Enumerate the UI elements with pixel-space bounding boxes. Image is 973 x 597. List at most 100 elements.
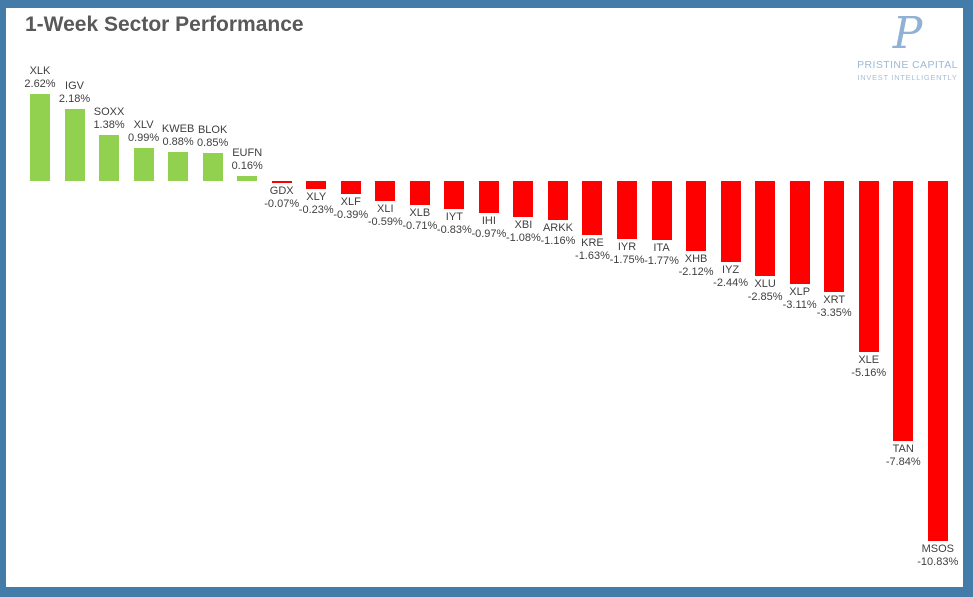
bar-value: 0.16% [231, 159, 263, 172]
chart-bar-xbi [513, 181, 534, 217]
bar-value: -1.63% [575, 250, 610, 263]
bar-ticker: XLU [754, 277, 776, 290]
bar-ticker: TAN [892, 443, 914, 456]
bar-ticker: XLV [133, 119, 154, 132]
chart-bar-ita [651, 181, 672, 240]
bar-value: 0.99% [127, 132, 160, 145]
bar-label-xhb: XHB -2.12% [661, 253, 731, 279]
chart-bar-tan [893, 181, 914, 442]
bar-ticker: XLE [858, 354, 880, 367]
chart-bar-iyz [720, 181, 741, 262]
bar-label-soxx: SOXX 1.38% [74, 106, 144, 132]
chart-bar-xlb [409, 181, 430, 205]
bar-label-gdx: GDX -0.07% [247, 185, 317, 211]
bar-value: 2.18% [58, 92, 91, 105]
bar-value: -2.85% [747, 290, 783, 303]
bar-label-iyr: IYR -1.75% [592, 241, 662, 267]
bar-value: -0.23% [298, 203, 334, 216]
bar-value: -3.35% [816, 307, 852, 320]
bar-label-tan: TAN -7.84% [868, 443, 938, 469]
bar-ticker: XBI [514, 218, 533, 231]
chart-bar-blok [202, 152, 223, 181]
bar-value: -1.77% [644, 254, 679, 267]
bar-label-xlv: XLV 0.99% [109, 119, 179, 145]
chart-canvas [6, 8, 963, 587]
chart-bar-xli [375, 181, 396, 201]
chart-bar-xlk [30, 94, 50, 181]
bar-label-xlp: XLP -3.11% [765, 286, 835, 312]
bar-ticker: XLP [789, 286, 811, 299]
chart-bar-kweb [168, 151, 189, 181]
chart-bar-xlv [133, 148, 154, 181]
bar-value: -10.83% [917, 555, 959, 568]
bar-ticker: BLOK [197, 123, 228, 136]
bar-value: -2.12% [678, 266, 714, 279]
chart-bar-xrt [824, 181, 845, 293]
bar-value: 1.38% [93, 119, 125, 132]
bar-ticker: KRE [581, 237, 604, 250]
bar-ticker: XHB [684, 253, 708, 266]
company-logo: P PRISTINE CAPITAL INVEST INTELLIGENTLY [845, 10, 970, 83]
bar-ticker: ARKK [542, 221, 573, 234]
bar-ticker: KWEB [161, 122, 195, 135]
bar-value: 0.85% [197, 136, 229, 149]
bar-value: -0.97% [471, 228, 507, 241]
bar-ticker: ITA [653, 241, 670, 254]
bar-label-ihi: IHI -0.97% [454, 215, 524, 241]
bar-ticker: IYR [617, 241, 637, 254]
chart-bar-msos [927, 181, 948, 541]
bar-value: -7.84% [885, 456, 921, 469]
bar-label-xle: XLE -5.16% [834, 354, 904, 380]
bar-label-kre: KRE -1.63% [557, 237, 627, 263]
bar-value: 0.88% [162, 135, 194, 148]
chart-bar-iyt [444, 181, 465, 209]
bar-label-xlk: XLK 2.62% [5, 65, 75, 91]
bar-ticker: EUFN [232, 146, 263, 159]
chart-bar-eufn [237, 175, 258, 181]
bar-value: -0.07% [264, 198, 300, 211]
bar-value: -0.83% [436, 223, 472, 236]
logo-company-name: PRISTINE CAPITAL [857, 59, 958, 71]
chart-bar-soxx [99, 135, 120, 181]
bar-value: -3.11% [782, 299, 817, 312]
bar-ticker: SOXX [93, 106, 125, 119]
chart-bar-xlp [789, 181, 810, 285]
chart-bar-igv [64, 108, 85, 181]
bar-ticker: XLI [377, 202, 394, 215]
bar-label-kweb: KWEB 0.88% [143, 123, 213, 149]
bar-label-iyz: IYZ -2.44% [696, 264, 766, 290]
bar-value: -5.16% [851, 367, 887, 380]
bar-ticker: XLY [306, 190, 327, 203]
bar-label-iyt: IYT -0.83% [419, 211, 489, 237]
chart-bar-arkk [547, 181, 568, 220]
chart-bar-xlu [755, 181, 776, 276]
chart-title: 1-Week Sector Performance [25, 13, 304, 36]
chart-bar-xle [858, 181, 879, 353]
bar-label-xly: XLY -0.23% [281, 191, 351, 217]
chart-bar-gdx [271, 181, 292, 184]
bar-label-xli: XLI -0.59% [350, 203, 420, 229]
chart-bar-xlf [340, 181, 361, 194]
bar-ticker: IYT [445, 210, 463, 223]
bar-value: -1.75% [609, 254, 645, 267]
bar-value: 2.62% [24, 78, 56, 91]
logo-tagline: INVEST INTELLIGENTLY [857, 73, 958, 82]
chart-bar-xhb [686, 181, 707, 252]
bar-label-arkk: ARKK -1.16% [523, 222, 593, 248]
chart-bar-iyr [617, 181, 637, 240]
chart-bar-ihi [478, 181, 499, 214]
chart-bar-xly [306, 181, 327, 189]
bar-ticker: IHI [481, 215, 496, 228]
bar-label-eufn: EUFN 0.16% [212, 147, 282, 173]
bar-value: -0.59% [367, 215, 403, 228]
bar-label-xlf: XLF -0.39% [316, 196, 386, 222]
bar-label-igv: IGV 2.18% [40, 80, 110, 106]
bar-label-xlb: XLB -0.71% [385, 207, 455, 233]
bar-ticker: XLB [409, 206, 431, 219]
bar-value: -1.16% [540, 234, 576, 247]
bar-label-ita: ITA -1.77% [627, 242, 697, 268]
bar-label-msos: MSOS -10.83% [903, 543, 973, 569]
bar-ticker: IGV [65, 79, 84, 92]
